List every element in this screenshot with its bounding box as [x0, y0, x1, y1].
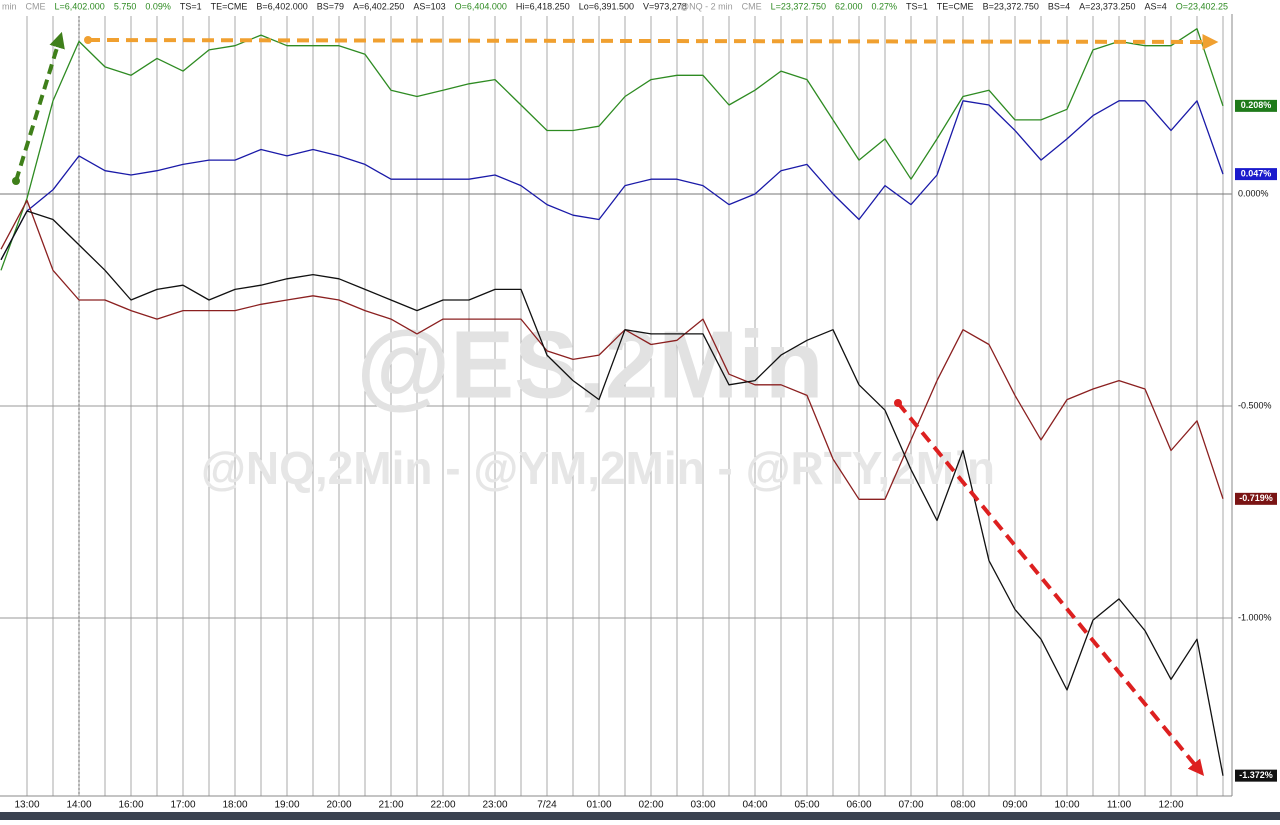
- orange-arrow: [87, 33, 1219, 50]
- last-value-label: -0.719%: [1239, 493, 1273, 503]
- x-tick-label: 18:00: [222, 800, 247, 811]
- header-item: O=23,402.25: [1176, 1, 1228, 11]
- x-tick-label: 07:00: [898, 800, 923, 811]
- x-axis-area: [0, 796, 1280, 812]
- x-tick-label: 05:00: [794, 800, 819, 811]
- x-tick-label: 7/24: [537, 800, 557, 811]
- series-lines: [0, 28, 1224, 776]
- last-value-tag: [1235, 168, 1277, 181]
- last-value-tag: [1235, 769, 1277, 782]
- series-line: [0, 210, 1224, 776]
- last-value-tag: [1235, 492, 1277, 505]
- last-value-label: 0.047%: [1241, 168, 1272, 178]
- header-item: min: [2, 1, 17, 11]
- header-item: 62.000: [835, 1, 863, 11]
- green-arrow: [14, 31, 65, 182]
- x-tick-label: 16:00: [118, 800, 143, 811]
- header-item: L=23,372.750: [771, 1, 826, 11]
- header-item: BS=4: [1048, 1, 1070, 11]
- watermark: @ES,2Min: [356, 311, 823, 418]
- x-tick-label: 13:00: [14, 800, 39, 811]
- header-item: O=6,404.000: [455, 1, 507, 11]
- x-tick-label: 08:00: [950, 800, 975, 811]
- right-axis-area: [1232, 0, 1280, 820]
- grid: [0, 16, 1232, 796]
- x-tick-label: 23:00: [482, 800, 507, 811]
- header-item: CME: [742, 1, 762, 11]
- header-item: CME: [26, 1, 46, 11]
- header-item: BS=79: [317, 1, 344, 11]
- y-tick-label: -0.500%: [1238, 400, 1272, 410]
- x-tick-label: 12:00: [1158, 800, 1183, 811]
- last-value-label: 0.208%: [1241, 100, 1272, 110]
- header: min CME L=6,402.000 5.750 0.09% TS=1 TE=CME B=6…: [2, 1, 1228, 11]
- last-value-tag: [1235, 99, 1277, 112]
- header-item: Lo=6,391.500: [579, 1, 634, 11]
- x-tick-label: 14:00: [66, 800, 91, 811]
- header-item: 0.09%: [145, 1, 171, 11]
- header-item: 5.750: [114, 1, 137, 11]
- x-tick-label: 17:00: [170, 800, 195, 811]
- header-item: B=6,402.000: [256, 1, 307, 11]
- y-tick-label: 0.000%: [1238, 188, 1269, 198]
- header-item: Hi=6,418.250: [516, 1, 570, 11]
- x-tick-label: 21:00: [378, 800, 403, 811]
- watermarks: @ES,2Min @NQ,2Min - @YM,2Min - @RTY,2Min: [201, 311, 995, 494]
- last-value-label: -1.372%: [1239, 770, 1273, 780]
- header-strip: [0, 0, 1280, 14]
- x-tick-label: 09:00: [1002, 800, 1027, 811]
- watermark: @NQ,2Min - @YM,2Min - @RTY,2Min: [201, 442, 995, 494]
- header-item: TE=CME: [211, 1, 248, 11]
- series-line: [0, 199, 1224, 500]
- annotation-arrows: [12, 31, 1219, 776]
- header-item: TS=1: [906, 1, 928, 11]
- axes: 0.000% -0.500% -1.000% 13:00 14:00 16:00 17:00…: [14, 188, 1271, 810]
- header-item: V=973,278: [643, 1, 687, 11]
- x-tick-label: 02:00: [638, 800, 663, 811]
- green-arrow-start: [12, 177, 20, 185]
- x-tick-label: 04:00: [742, 800, 767, 811]
- header-item: B=23,372.750: [983, 1, 1039, 11]
- header-item: @NQ - 2 min: [680, 1, 733, 11]
- header-item: A=6,402.250: [353, 1, 404, 11]
- x-tick-label: 06:00: [846, 800, 871, 811]
- series-line: [0, 28, 1224, 271]
- x-tick-label: 11:00: [1107, 800, 1132, 811]
- header-item: A=23,373.250: [1079, 1, 1135, 11]
- x-tick-label: 19:00: [274, 800, 299, 811]
- header-item: TE=CME: [937, 1, 974, 11]
- bottom-bar: [0, 812, 1280, 820]
- series-line: [0, 100, 1224, 261]
- header-item: AS=103: [413, 1, 445, 11]
- orange-arrow-start: [84, 36, 92, 44]
- header-item: 0.27%: [872, 1, 898, 11]
- x-tick-label: 20:00: [326, 800, 351, 811]
- x-tick-label: 22:00: [430, 800, 455, 811]
- header-item: TS=1: [180, 1, 202, 11]
- y-tick-label: -1.000%: [1238, 612, 1272, 622]
- red-arrow-start: [894, 399, 902, 407]
- header-item: AS=4: [1144, 1, 1166, 11]
- header-item: L=6,402.000: [55, 1, 105, 11]
- x-tick-label: 01:00: [586, 800, 611, 811]
- x-tick-label: 10:00: [1054, 800, 1079, 811]
- x-tick-label: 03:00: [690, 800, 715, 811]
- red-arrow: [896, 401, 1205, 776]
